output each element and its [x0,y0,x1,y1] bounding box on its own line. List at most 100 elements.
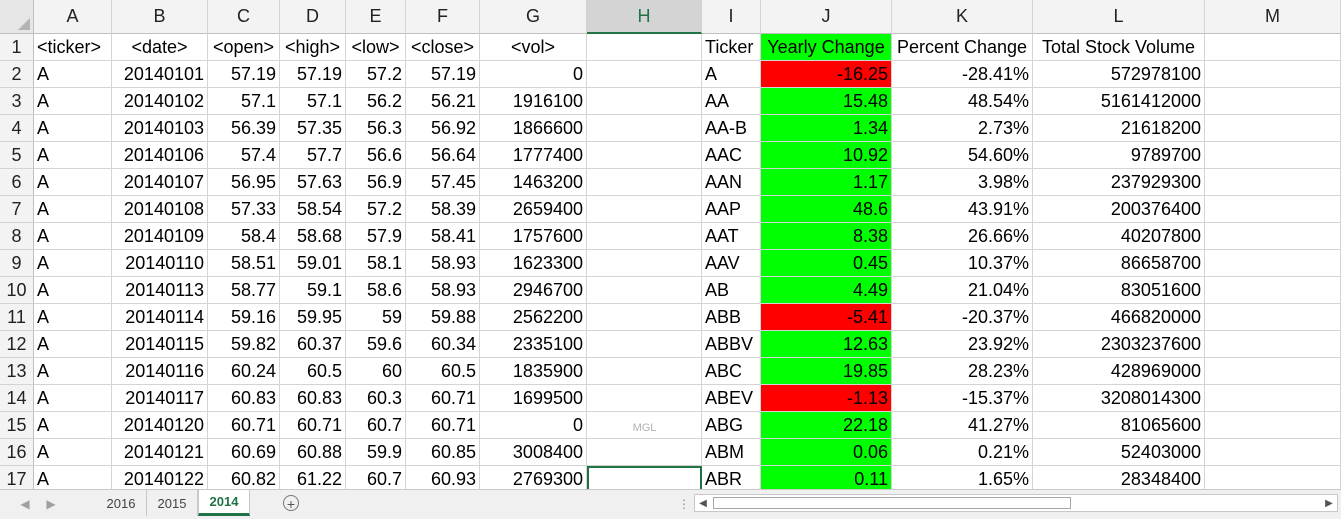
cell-d1[interactable]: <high> [280,34,346,61]
scroll-left-icon[interactable]: ◀ [699,497,707,509]
scrollbar-thumb[interactable] [713,497,1071,509]
cell-f14[interactable]: 60.71 [406,385,480,412]
cell-f7[interactable]: 58.39 [406,196,480,223]
cell-k8[interactable]: 26.66% [892,223,1033,250]
cell-i17[interactable]: ABR [702,466,761,489]
cell-b10[interactable]: 20140113 [112,277,208,304]
cell-h16[interactable] [587,439,702,466]
cell-e4[interactable]: 56.3 [346,115,406,142]
column-header-l[interactable]: L [1033,0,1205,34]
cell-c6[interactable]: 56.95 [208,169,280,196]
cell-f17[interactable]: 60.93 [406,466,480,489]
cell-e8[interactable]: 57.9 [346,223,406,250]
cell-d7[interactable]: 58.54 [280,196,346,223]
cell-f6[interactable]: 57.45 [406,169,480,196]
cell-a2[interactable]: A [34,61,112,88]
cell-h7[interactable] [587,196,702,223]
column-header-g[interactable]: G [480,0,587,34]
column-header-k[interactable]: K [892,0,1033,34]
column-header-m[interactable]: M [1205,0,1341,34]
cell-g4[interactable]: 1866600 [480,115,587,142]
cell-m10[interactable] [1205,277,1341,304]
cell-j6[interactable]: 1.17 [761,169,892,196]
cell-g8[interactable]: 1757600 [480,223,587,250]
column-header-f[interactable]: F [406,0,480,34]
cell-d14[interactable]: 60.83 [280,385,346,412]
row-header[interactable]: 11 [0,304,34,331]
cell-k3[interactable]: 48.54% [892,88,1033,115]
cell-c2[interactable]: 57.19 [208,61,280,88]
cell-a4[interactable]: A [34,115,112,142]
cell-i10[interactable]: AB [702,277,761,304]
row-header[interactable]: 15 [0,412,34,439]
cell-k1[interactable]: Percent Change [892,34,1033,61]
row-header[interactable]: 9 [0,250,34,277]
cell-d6[interactable]: 57.63 [280,169,346,196]
cell-h3[interactable] [587,88,702,115]
cell-c9[interactable]: 58.51 [208,250,280,277]
cell-a10[interactable]: A [34,277,112,304]
cell-a1[interactable]: <ticker> [34,34,112,61]
cell-h1[interactable] [587,34,702,61]
cell-l5[interactable]: 9789700 [1033,142,1205,169]
cell-d5[interactable]: 57.7 [280,142,346,169]
cell-g10[interactable]: 2946700 [480,277,587,304]
cell-e12[interactable]: 59.6 [346,331,406,358]
cell-c12[interactable]: 59.82 [208,331,280,358]
cell-a12[interactable]: A [34,331,112,358]
cell-g16[interactable]: 3008400 [480,439,587,466]
cell-f2[interactable]: 57.19 [406,61,480,88]
cell-f15[interactable]: 60.71 [406,412,480,439]
cell-k5[interactable]: 54.60% [892,142,1033,169]
cell-b6[interactable]: 20140107 [112,169,208,196]
cell-b9[interactable]: 20140110 [112,250,208,277]
cell-h9[interactable] [587,250,702,277]
cell-h10[interactable] [587,277,702,304]
row-header[interactable]: 4 [0,115,34,142]
cell-k16[interactable]: 0.21% [892,439,1033,466]
cell-a11[interactable]: A [34,304,112,331]
cell-e17[interactable]: 60.7 [346,466,406,489]
cell-a3[interactable]: A [34,88,112,115]
cell-e13[interactable]: 60 [346,358,406,385]
cell-m3[interactable] [1205,88,1341,115]
cell-c14[interactable]: 60.83 [208,385,280,412]
cell-f9[interactable]: 58.93 [406,250,480,277]
column-header-j[interactable]: J [761,0,892,34]
cell-j16[interactable]: 0.06 [761,439,892,466]
cell-f4[interactable]: 56.92 [406,115,480,142]
column-header-d[interactable]: D [280,0,346,34]
cell-e6[interactable]: 56.9 [346,169,406,196]
cell-c1[interactable]: <open> [208,34,280,61]
cell-h15[interactable] [587,412,702,439]
row-header[interactable]: 16 [0,439,34,466]
cell-j4[interactable]: 1.34 [761,115,892,142]
column-header-b[interactable]: B [112,0,208,34]
cell-b17[interactable]: 20140122 [112,466,208,489]
cell-d15[interactable]: 60.71 [280,412,346,439]
cell-k7[interactable]: 43.91% [892,196,1033,223]
cell-d2[interactable]: 57.19 [280,61,346,88]
cell-f12[interactable]: 60.34 [406,331,480,358]
cell-i7[interactable]: AAP [702,196,761,223]
horizontal-scrollbar[interactable]: ◀ ▶ [694,494,1338,512]
next-sheet-icon[interactable]: ▶ [46,497,56,511]
cell-j3[interactable]: 15.48 [761,88,892,115]
cell-b2[interactable]: 20140101 [112,61,208,88]
cell-f10[interactable]: 58.93 [406,277,480,304]
cell-l11[interactable]: 466820000 [1033,304,1205,331]
cell-m6[interactable] [1205,169,1341,196]
cell-j12[interactable]: 12.63 [761,331,892,358]
cell-i14[interactable]: ABEV [702,385,761,412]
row-header[interactable]: 8 [0,223,34,250]
cell-m8[interactable] [1205,223,1341,250]
cell-c16[interactable]: 60.69 [208,439,280,466]
cell-c13[interactable]: 60.24 [208,358,280,385]
cell-l16[interactable]: 52403000 [1033,439,1205,466]
cell-b11[interactable]: 20140114 [112,304,208,331]
cell-a8[interactable]: A [34,223,112,250]
cell-c11[interactable]: 59.16 [208,304,280,331]
cell-e1[interactable]: <low> [346,34,406,61]
cell-j5[interactable]: 10.92 [761,142,892,169]
cell-f8[interactable]: 58.41 [406,223,480,250]
